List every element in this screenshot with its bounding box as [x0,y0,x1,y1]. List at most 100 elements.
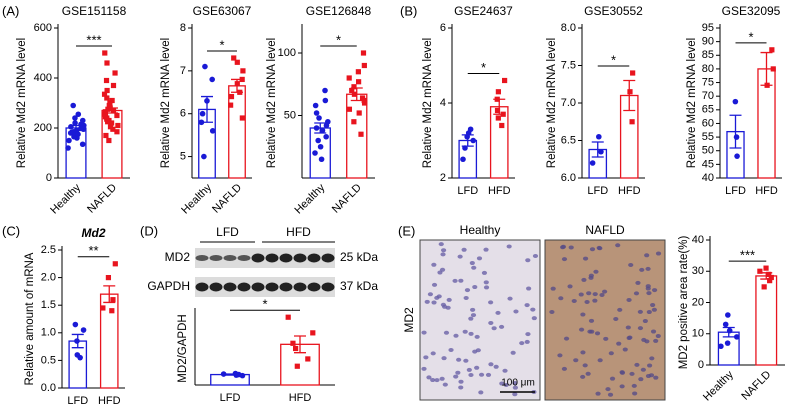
nucleus [458,379,464,384]
data-point [322,97,329,104]
x-tick-label: LFD [67,395,88,407]
nucleus [613,317,619,322]
y-tick-label: 65 [702,104,714,116]
data-point [495,89,501,95]
data-point [220,371,227,377]
data-point [346,75,352,81]
data-point [294,363,300,369]
nucleus [488,362,494,367]
blot-band [279,282,293,292]
blot-band [265,253,279,263]
chart-title: GSE32095 [722,4,781,18]
data-point [359,95,366,101]
nucleus [421,366,427,371]
nucleus [646,291,652,296]
chart-title: GSE63067 [193,4,252,18]
significance-label: * [219,37,224,52]
nucleus [567,284,573,289]
y-tick-label: 1.5 [41,299,56,311]
nucleus [481,270,488,275]
y-axis-label: Relative Md2 mRNA level [422,38,434,168]
data-point [72,120,78,126]
y-tick-label: 8.0 [561,22,576,34]
blot-size-label: 37 kDa [340,279,378,293]
x-tick-label: HFD [488,185,511,197]
nucleus [452,278,458,283]
data-point [767,278,773,284]
data-point [757,268,763,274]
data-point [734,153,740,159]
nucleus [585,371,591,376]
nucleus [485,372,492,377]
y-tick-label: 0 [698,359,704,371]
data-point [315,137,321,144]
blot-band [237,282,251,292]
nucleus [442,382,448,387]
nucleus [558,296,564,301]
nucleus [632,391,638,396]
significance-label: * [336,32,341,47]
nucleus [483,285,490,290]
x-tick-label: LFD [587,185,608,197]
error-bar [623,79,636,112]
blot-band [279,253,293,263]
blot-group-label: HFD [286,225,311,239]
nucleus [557,353,563,358]
nucleus [442,304,448,309]
data-point [322,87,328,94]
data-point [630,70,636,76]
data-point [312,102,319,109]
nucleus [616,341,622,346]
nucleus [519,341,525,346]
nucleus [471,265,477,270]
nucleus [580,312,586,317]
nucleus [597,246,603,251]
blot-row-label: GAPDH [147,279,190,293]
nucleus [461,247,467,252]
data-point [766,271,772,277]
nucleus [609,376,616,381]
nucleus [503,382,509,387]
nucleus [468,331,474,336]
blot-band [251,282,265,292]
chart-title: GSE24637 [454,4,513,18]
panel-label: (B) [400,3,417,18]
nucleus [488,300,494,305]
data-point [722,321,729,328]
nucleus [421,330,427,335]
nucleus [655,334,661,339]
nucleus [641,337,647,342]
nucleus [506,244,512,249]
nucleus [455,370,461,375]
blot-band [293,282,307,292]
nucleus [588,318,595,323]
chart-title: Md2 [82,226,106,240]
nucleus [513,309,519,314]
nucleus [437,270,443,275]
nucleus [440,252,446,257]
nucleus [651,307,657,312]
nucleus [510,350,516,355]
nucleus [550,286,556,291]
data-point [104,95,110,101]
data-point [110,82,117,89]
nucleus [571,299,577,304]
data-point [629,119,635,125]
data-point [292,345,299,352]
data-point [305,356,311,362]
y-tick-label: 7 [180,65,186,77]
data-point [228,102,234,108]
data-point [112,261,118,267]
y-tick-label: 6 [180,108,186,120]
y-tick-label: 40 [692,234,704,246]
blot-band [265,282,279,292]
significance-label: * [481,60,486,75]
significance-label: ** [88,243,98,258]
nucleus [603,336,609,341]
nucleus [622,347,628,352]
y-tick-label: 0.5 [41,354,56,366]
data-point [66,137,72,144]
nucleus [525,332,531,337]
data-point [103,77,110,84]
nucleus [463,358,469,363]
